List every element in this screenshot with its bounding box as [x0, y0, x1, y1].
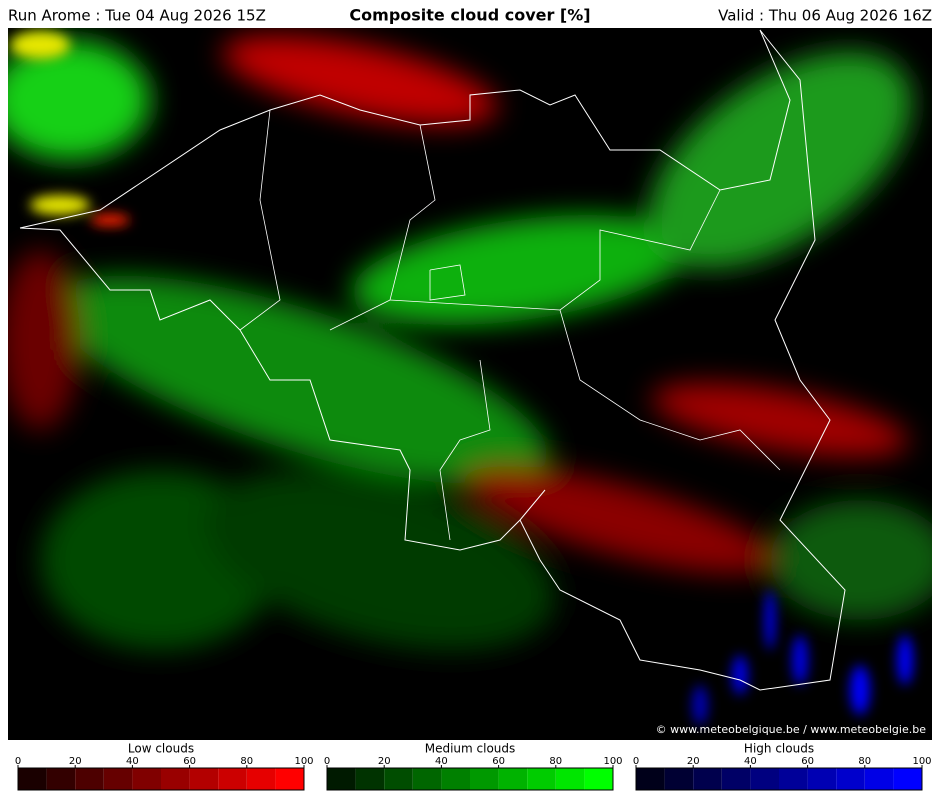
color-swatch — [46, 768, 76, 790]
color-swatch — [18, 768, 47, 790]
color-swatch — [412, 768, 442, 790]
tick-label: 20 — [378, 756, 391, 767]
tick-label: 100 — [912, 756, 931, 767]
color-swatch — [75, 768, 104, 790]
tick-label: 80 — [240, 756, 253, 767]
color-swatch — [555, 768, 585, 790]
color-swatch — [246, 768, 276, 790]
color-swatch — [498, 768, 528, 790]
color-swatch — [218, 768, 247, 790]
color-swatch — [355, 768, 385, 790]
color-swatch — [807, 768, 837, 790]
legends: Low clouds 0 20 40 60 80 100 Medium clouds 0 20 40… — [15, 742, 932, 791]
tick-label: 60 — [492, 756, 505, 767]
color-swatch — [275, 768, 304, 790]
tick-label: 40 — [435, 756, 448, 767]
copyright: © www.meteobelgique.be / www.meteobelgie… — [656, 723, 927, 736]
color-swatch — [750, 768, 779, 790]
color-swatch — [103, 768, 133, 790]
legend-label: Medium clouds — [425, 742, 516, 756]
color-swatch — [836, 768, 865, 790]
color-swatch — [584, 768, 613, 790]
tick-label: 80 — [549, 756, 562, 767]
tick-label: 0 — [15, 756, 21, 767]
tick-label: 40 — [126, 756, 139, 767]
tick-label: 20 — [687, 756, 700, 767]
tick-label: 20 — [69, 756, 82, 767]
tick-label: 0 — [324, 756, 330, 767]
tick-label: 40 — [744, 756, 757, 767]
tick-label: 100 — [603, 756, 622, 767]
color-swatch — [441, 768, 470, 790]
color-swatch — [132, 768, 161, 790]
color-swatch — [189, 768, 219, 790]
color-swatch — [721, 768, 751, 790]
valid-info: Valid : Thu 06 Aug 2026 16Z — [718, 7, 932, 25]
color-swatch — [384, 768, 413, 790]
color-swatch — [864, 768, 894, 790]
tick-label: 0 — [633, 756, 639, 767]
color-swatch — [779, 768, 808, 790]
map-title: Composite cloud cover [%] — [349, 6, 590, 25]
color-swatch — [636, 768, 665, 790]
legend-label: High clouds — [744, 742, 814, 756]
colorbar-frame — [635, 767, 923, 791]
color-swatch — [527, 768, 556, 790]
color-swatch — [161, 768, 190, 790]
colorbar-frame — [17, 767, 305, 791]
tick-label: 100 — [294, 756, 313, 767]
colorbar-frame — [326, 767, 614, 791]
color-swatch — [327, 768, 356, 790]
tick-label: 60 — [183, 756, 196, 767]
color-swatch — [893, 768, 922, 790]
color-swatch — [664, 768, 694, 790]
color-swatch — [470, 768, 499, 790]
legend-label: Low clouds — [128, 742, 194, 756]
tick-label: 60 — [801, 756, 814, 767]
tick-label: 80 — [858, 756, 871, 767]
color-swatch — [693, 768, 722, 790]
map — [8, 28, 932, 740]
run-info: Run Arome : Tue 04 Aug 2026 15Z — [8, 7, 266, 25]
